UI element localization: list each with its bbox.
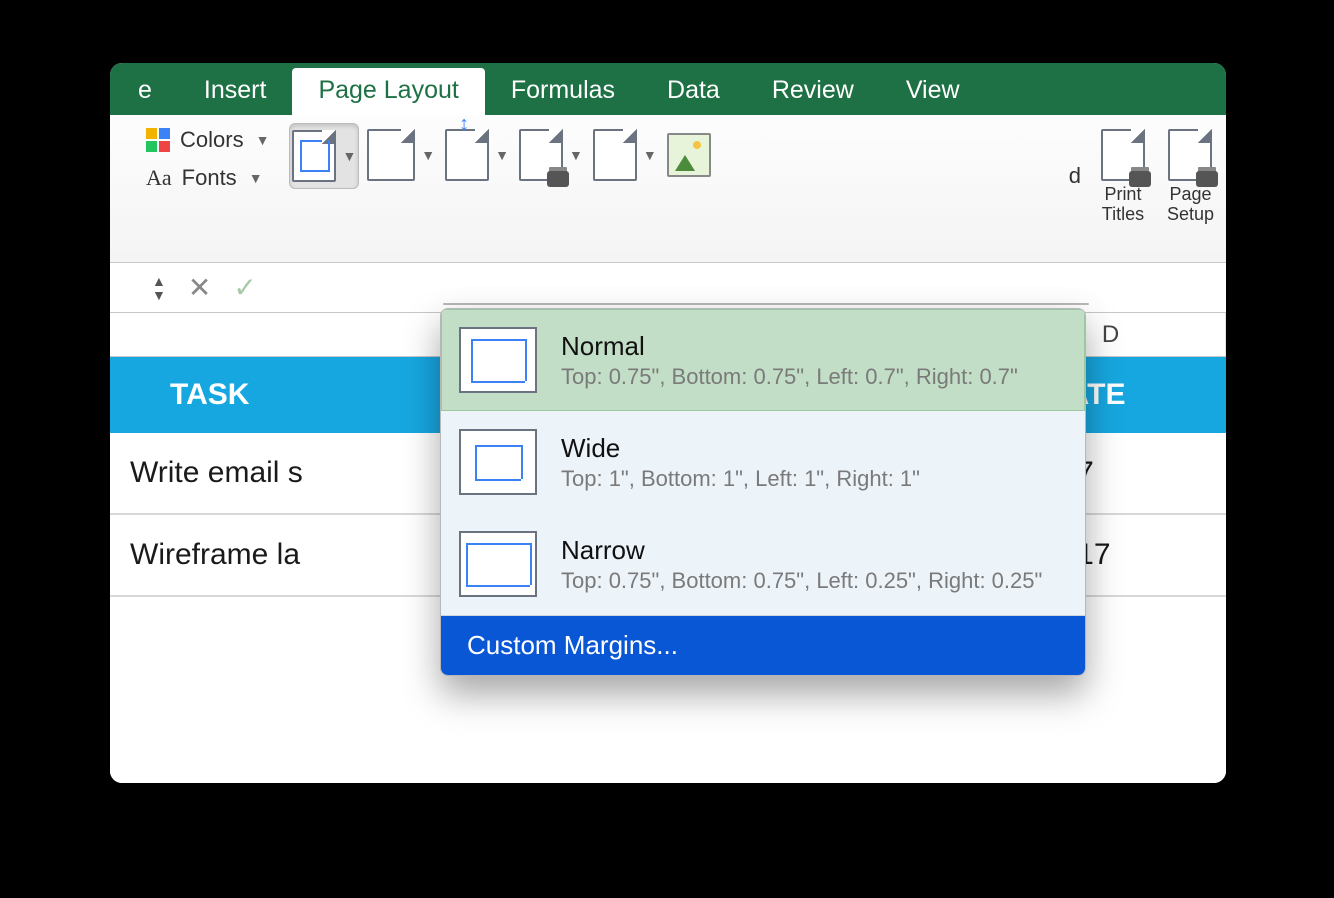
print-titles-button[interactable]: PrintTitles <box>1099 123 1147 229</box>
tab-formulas[interactable]: Formulas <box>485 68 641 115</box>
print-area-icon <box>519 129 563 181</box>
background-button[interactable] <box>665 123 713 187</box>
print-titles-icon <box>1101 129 1145 181</box>
margins-dropdown <box>443 303 1089 305</box>
formula-bar: ▲▼ ✕ ✓ <box>110 263 1226 313</box>
breaks-icon <box>593 129 637 181</box>
option-subtitle: Top: 0.75", Bottom: 0.75", Left: 0.25", … <box>561 568 1042 594</box>
tab-data[interactable]: Data <box>641 68 746 115</box>
cancel-icon[interactable]: ✕ <box>188 271 211 304</box>
margins-normal-icon <box>459 327 537 393</box>
caret-icon: ▼ <box>569 147 583 163</box>
breaks-button[interactable]: ▼ <box>591 123 659 187</box>
tab-view[interactable]: View <box>880 68 986 115</box>
caret-icon: ▼ <box>421 147 435 163</box>
page-setup-label: PageSetup <box>1167 185 1214 225</box>
option-title: Normal <box>561 331 1018 362</box>
caret-icon: ▼ <box>249 170 263 186</box>
fonts-button[interactable]: Aa Fonts ▼ <box>146 165 269 191</box>
custom-margins-item[interactable]: Custom Margins... <box>441 616 1085 675</box>
print-area-button[interactable]: ▼ <box>517 123 585 187</box>
margins-button[interactable]: ▼ <box>289 123 359 189</box>
caret-icon: ▼ <box>495 147 509 163</box>
ribbon-tabs: e Insert Page Layout Formulas Data Revie… <box>110 63 1226 115</box>
caret-icon: ▼ <box>643 147 657 163</box>
caret-icon: ▼ <box>342 148 356 164</box>
margins-option-normal[interactable]: Normal Top: 0.75", Bottom: 0.75", Left: … <box>441 309 1085 411</box>
page-layout-toolbar: Colors ▼ Aa Fonts ▼ ▼ ▼ ▼ <box>110 115 1226 263</box>
orientation-button[interactable]: ▼ <box>365 123 437 187</box>
margins-option-narrow[interactable]: Narrow Top: 0.75", Bottom: 0.75", Left: … <box>441 513 1085 615</box>
colors-button[interactable]: Colors ▼ <box>146 127 269 153</box>
tab-review[interactable]: Review <box>746 68 880 115</box>
option-title: Narrow <box>561 535 1042 566</box>
picture-icon <box>667 133 711 177</box>
tab-page-layout[interactable]: Page Layout <box>292 68 484 115</box>
name-box-stepper[interactable]: ▲▼ <box>152 274 166 302</box>
themes-group: Colors ▼ Aa Fonts ▼ <box>146 127 269 191</box>
fonts-label: Fonts <box>182 165 237 191</box>
confirm-icon[interactable]: ✓ <box>233 271 256 304</box>
truncated-label: d <box>1069 163 1081 189</box>
print-titles-label: PrintTitles <box>1102 185 1144 225</box>
page-setup-icon <box>1168 129 1212 181</box>
colors-label: Colors <box>180 127 244 153</box>
margins-icon <box>292 130 336 182</box>
caret-icon: ▼ <box>256 132 270 148</box>
margins-option-wide[interactable]: Wide Top: 1", Bottom: 1", Left: 1", Righ… <box>441 411 1085 513</box>
tab-insert[interactable]: Insert <box>178 68 293 115</box>
option-subtitle: Top: 0.75", Bottom: 0.75", Left: 0.7", R… <box>561 364 1018 390</box>
size-button[interactable]: ▼ <box>443 123 511 187</box>
size-icon <box>445 129 489 181</box>
colors-icon <box>146 128 170 152</box>
tab-home-partial[interactable]: e <box>130 68 178 115</box>
orientation-icon <box>367 129 415 181</box>
option-title: Wide <box>561 433 920 464</box>
option-subtitle: Top: 1", Bottom: 1", Left: 1", Right: 1" <box>561 466 920 492</box>
margins-dropdown[interactable]: Normal Top: 0.75", Bottom: 0.75", Left: … <box>440 308 1086 676</box>
margins-narrow-icon <box>459 531 537 597</box>
fonts-icon: Aa <box>146 165 172 191</box>
margins-wide-icon <box>459 429 537 495</box>
page-setup-button[interactable]: PageSetup <box>1165 123 1216 229</box>
